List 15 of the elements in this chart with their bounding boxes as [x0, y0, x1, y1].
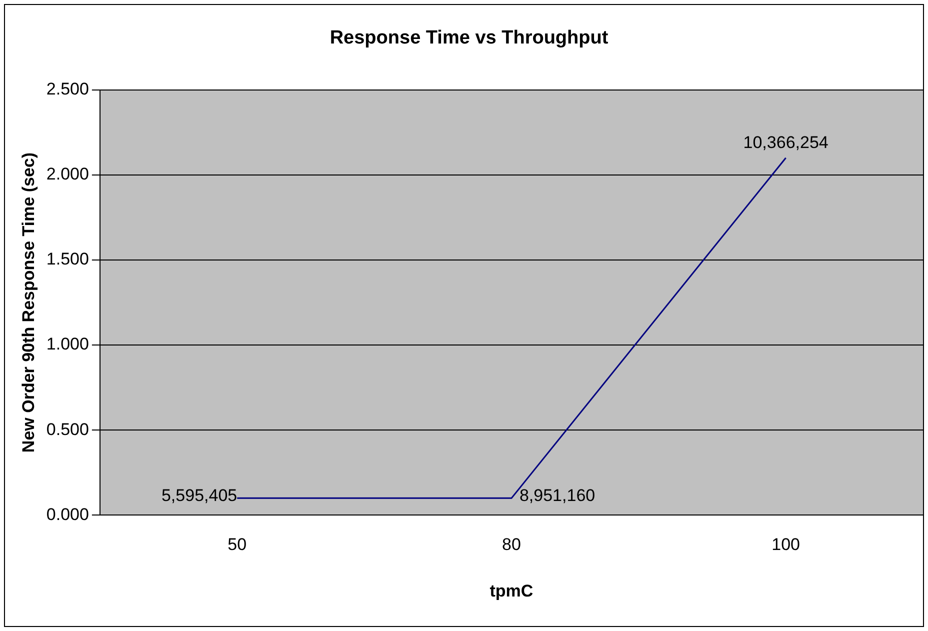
x-tick-label: 50 [228, 535, 247, 554]
x-axis-title: tpmC [490, 581, 534, 600]
y-tick-label: 0.000 [46, 504, 89, 524]
chart-title: Response Time vs Throughput [330, 28, 609, 49]
annotation: 5,595,405 [161, 486, 238, 505]
x-tick-label: 80 [502, 535, 521, 554]
x-tick-label: 100 [772, 535, 800, 554]
y-tick-label: 1.500 [46, 250, 89, 269]
y-tick-label: 2.000 [46, 164, 89, 184]
y-tick-label: 1.000 [46, 334, 89, 354]
y-axis-title: New Order 90th Response Time (sec) [18, 152, 38, 453]
annotation: 10,366,254 [743, 133, 828, 152]
y-tick-label: 0.500 [46, 420, 89, 439]
annotation: 8,951,160 [519, 486, 596, 505]
y-tick-label: 2.500 [46, 79, 89, 98]
